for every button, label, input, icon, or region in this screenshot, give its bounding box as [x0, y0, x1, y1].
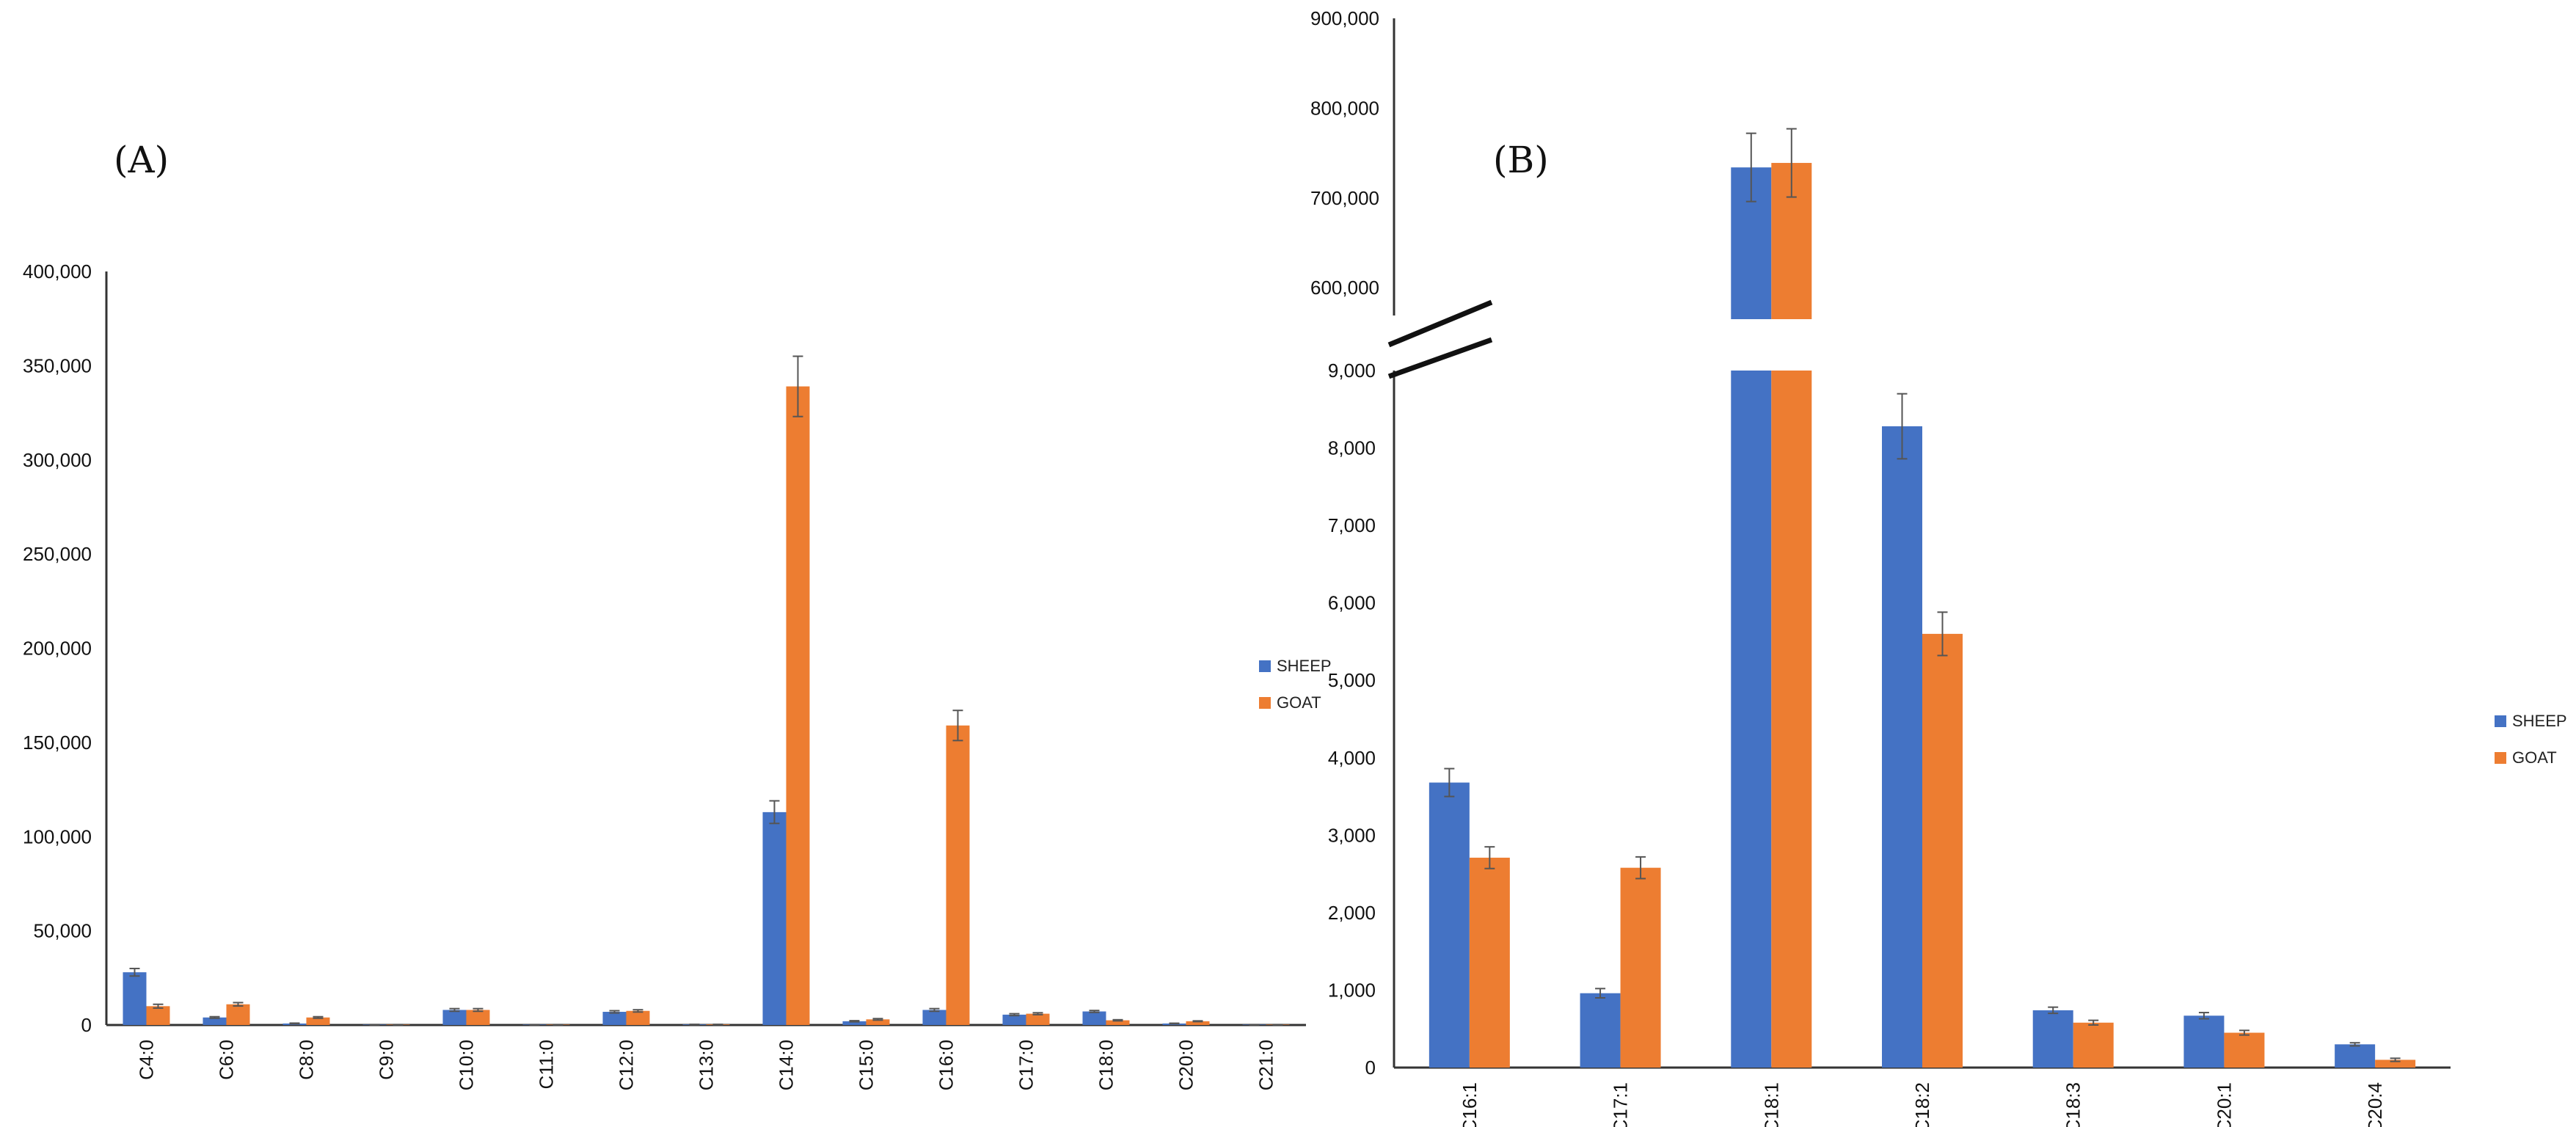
bar-goat-c16-0: [946, 725, 970, 1025]
bar-goat-c14-0: [786, 386, 810, 1025]
bar-sheep-c10-0: [442, 1010, 467, 1025]
bar-goat-c6-0: [226, 1004, 250, 1025]
legend-swatch-sheep: [1259, 660, 1271, 672]
legend-label-sheep: SHEEP: [2512, 712, 2567, 730]
x-tick-label-c11-0: C11:0: [536, 1040, 558, 1089]
y-tick-label: 900,000: [1310, 7, 1379, 29]
x-tick-label-c8-0: C8:0: [296, 1040, 318, 1080]
y-tick-label: 9,000: [1328, 360, 1376, 382]
legend-swatch-goat: [2495, 752, 2506, 764]
legend-swatch-goat: [1259, 697, 1271, 709]
y-tick-label: 300,000: [23, 449, 92, 471]
bar-sheep-c12-0: [602, 1012, 627, 1025]
y-tick-label: 50,000: [33, 920, 92, 942]
x-tick-label-c21-0: C21:0: [1255, 1040, 1277, 1090]
bar-sheep-c14-0: [762, 811, 787, 1025]
y-tick-label: 7,000: [1328, 514, 1376, 536]
bar-goat-c17-0: [1026, 1013, 1050, 1025]
bar-goat-c15-0: [866, 1019, 890, 1025]
bar-sheep-c15-0: [842, 1021, 866, 1025]
chart-panel-b: (B) 0 1,000 2,000 3,000 4,000 5,000 6,000 7,000 8…: [1310, 7, 2567, 1127]
bar-goat-c4-0: [146, 1006, 170, 1025]
chart-panel-a: (A) 0 50,000 100,000 150,000 200,000 250,000 30…: [23, 139, 1332, 1090]
x-tick-label-c14-0: C14:0: [776, 1040, 798, 1090]
panel-label: (B): [1493, 139, 1549, 181]
bar-sheep-c17-1: [1580, 993, 1621, 1068]
y-tick-label: 700,000: [1310, 187, 1379, 209]
x-tick-label-c20-4: C20:4: [2364, 1082, 2386, 1127]
x-tick-label-c18-2: C18:2: [1911, 1082, 1933, 1127]
legend-label-goat: GOAT: [1277, 693, 1321, 712]
x-tick-label-c16-0: C16:0: [935, 1040, 957, 1090]
bar-sheep-c18-3: [2032, 1010, 2073, 1068]
legend-swatch-sheep: [2495, 715, 2506, 727]
bar-goat-c20-4: [2375, 1059, 2416, 1068]
y-tick-label: 800,000: [1310, 97, 1379, 119]
x-tick-label-c6-0: C6:0: [216, 1040, 238, 1080]
x-tick-label-c18-0: C18:0: [1095, 1040, 1117, 1090]
x-tick-label-c17-1: C17:1: [1610, 1082, 1632, 1127]
y-tick-label: 3,000: [1328, 824, 1376, 846]
bar-sheep-c18-2: [1882, 426, 1922, 1068]
x-tick-label-c15-0: C15:0: [855, 1040, 877, 1090]
x-tick-label-c9-0: C9:0: [376, 1040, 398, 1080]
y-tick-label: 350,000: [23, 354, 92, 376]
x-tick-label-c4-0: C4:0: [136, 1040, 158, 1080]
x-tick-label-c20-0: C20:0: [1175, 1040, 1197, 1090]
bar-goat-c20-1: [2224, 1032, 2265, 1068]
bar-goat-c20-0: [1186, 1021, 1210, 1025]
x-tick-label-c18-3: C18:3: [2062, 1082, 2084, 1127]
y-tick-label: 250,000: [23, 543, 92, 565]
y-tick-label: 200,000: [23, 638, 92, 660]
bar-goat-c18-3: [2073, 1022, 2114, 1068]
y-tick-label: 400,000: [23, 260, 92, 282]
y-tick-label: 2,000: [1328, 902, 1376, 924]
y-tick-label: 0: [1365, 1057, 1376, 1079]
legend-label-goat: GOAT: [2512, 748, 2557, 767]
y-tick-label: 4,000: [1328, 747, 1376, 769]
y-tick-label: 1,000: [1328, 979, 1376, 1001]
x-tick-label-c13-0: C13:0: [696, 1040, 718, 1090]
bar-goat-c18-1: [1771, 371, 1812, 1068]
panel-label: (A): [114, 139, 169, 181]
x-tick-label-c12-0: C12:0: [616, 1040, 638, 1090]
bar-sheep-c20-1: [2183, 1015, 2225, 1068]
x-tick-label-c20-1: C20:1: [2213, 1082, 2235, 1127]
bar-goat-c16-1: [1469, 857, 1510, 1068]
axis-break-mark: [1387, 299, 1493, 348]
bar-sheep-c18-1: [1731, 371, 1772, 1068]
y-tick-label: 5,000: [1328, 669, 1376, 691]
bar-sheep-c6-0: [202, 1017, 227, 1025]
bar-goat-c12-0: [626, 1010, 650, 1025]
bar-goat-c18-2: [1922, 633, 1963, 1068]
bar-sheep-c4-0: [123, 972, 147, 1025]
y-tick-label: 150,000: [23, 732, 92, 754]
bar-sheep-c20-4: [2335, 1044, 2376, 1068]
bar-goat-c18-0: [1106, 1020, 1130, 1025]
y-tick-label: 100,000: [23, 825, 92, 847]
y-tick-label: 8,000: [1328, 437, 1376, 459]
y-tick-label: 600,000: [1310, 277, 1379, 299]
bar-goat-c17-1: [1620, 867, 1661, 1068]
x-tick-label-c10-0: C10:0: [456, 1040, 478, 1090]
bar-sheep-c16-1: [1429, 782, 1470, 1068]
x-tick-label-c17-0: C17:0: [1015, 1040, 1037, 1090]
bar-goat-c10-0: [466, 1010, 490, 1025]
axis-break-mark: [1387, 337, 1493, 379]
bar-sheep-c17-0: [1002, 1014, 1026, 1025]
bar-goat-c8-0: [306, 1017, 330, 1025]
y-tick-label: 6,000: [1328, 592, 1376, 614]
bar-sheep-c16-0: [922, 1010, 946, 1025]
x-tick-label-c18-1: C18:1: [1760, 1082, 1782, 1127]
x-tick-label-c16-1: C16:1: [1459, 1082, 1481, 1127]
legend-label-sheep: SHEEP: [1277, 657, 1332, 675]
bar-sheep-c18-0: [1082, 1011, 1106, 1025]
y-tick-label: 0: [81, 1014, 92, 1036]
